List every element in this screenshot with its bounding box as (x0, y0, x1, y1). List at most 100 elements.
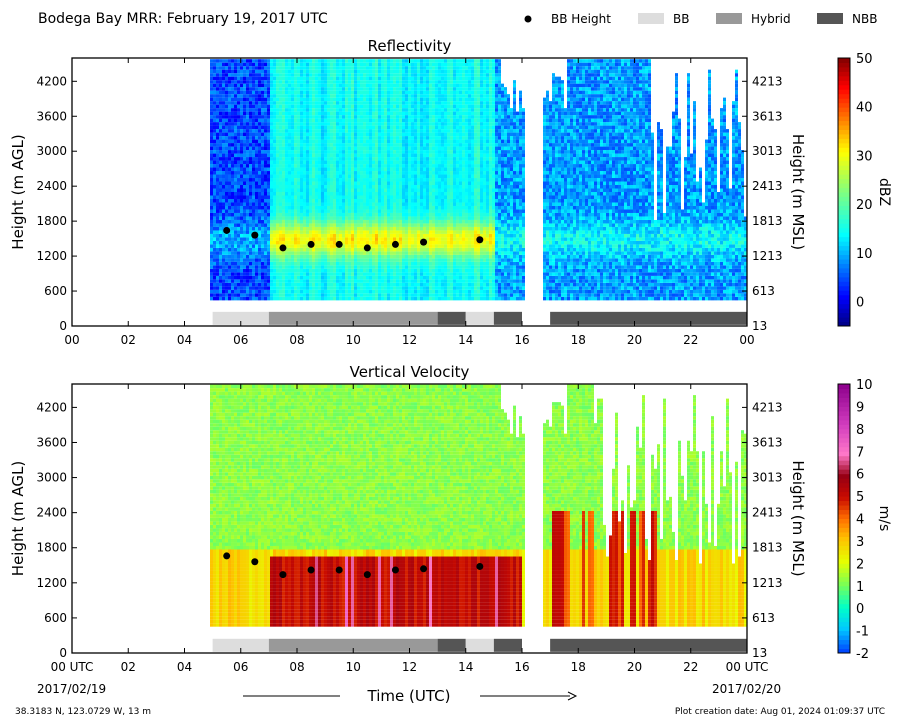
field-cell (252, 289, 255, 294)
field-cell (339, 104, 342, 109)
field-cell (297, 195, 300, 199)
field-cell (318, 205, 321, 210)
field-cell (327, 251, 330, 255)
field-cell (351, 254, 354, 259)
field-cell (402, 286, 405, 290)
field-cell (363, 226, 366, 231)
field-cell (369, 108, 372, 112)
field-cell (372, 111, 375, 116)
field-cell (402, 164, 405, 168)
field-cell (318, 268, 321, 273)
field-cell (219, 80, 222, 84)
field-cell (231, 219, 234, 224)
field-cell (213, 286, 216, 290)
field-cell (213, 129, 216, 133)
field-cell (363, 160, 366, 165)
field-cell (231, 87, 234, 91)
field-cell (216, 174, 219, 179)
field-cell (378, 202, 381, 206)
field-cell (264, 247, 267, 252)
field-cell (369, 188, 372, 192)
field-cell (423, 209, 426, 213)
field-cell (315, 202, 318, 206)
field-cell (348, 205, 351, 210)
field-cell (300, 143, 303, 147)
field-cell (288, 111, 291, 116)
field-cell (273, 122, 276, 126)
field-cell (306, 136, 309, 140)
field-cell (417, 226, 420, 231)
field-cell (255, 195, 258, 199)
field-cell (312, 223, 315, 227)
field-cell (405, 286, 408, 290)
field-cell (417, 143, 420, 147)
field-cell (381, 251, 384, 255)
field-cell (231, 202, 234, 206)
field-cell (237, 157, 240, 161)
field-cell (315, 178, 318, 182)
field-cell (282, 115, 285, 119)
field-cell (231, 118, 234, 123)
field-cell (282, 286, 285, 290)
field-cell (336, 258, 339, 262)
field-cell (372, 118, 375, 123)
field-cell (321, 272, 324, 276)
field-cell (243, 164, 246, 168)
field-cell (264, 80, 267, 84)
field-cell (240, 237, 243, 241)
field-cell (387, 104, 390, 109)
field-cell (249, 83, 252, 88)
field-cell (309, 97, 312, 102)
field-cell (384, 87, 387, 91)
field-cell (216, 286, 219, 290)
field-cell (408, 265, 411, 269)
field-cell (279, 174, 282, 179)
field-cell (216, 150, 219, 154)
field-cell (219, 198, 222, 203)
field-cell (222, 143, 225, 147)
field-cell (327, 108, 330, 112)
field-cell (243, 188, 246, 192)
field-cell (411, 244, 414, 248)
field-cell (240, 219, 243, 224)
field-cell (264, 160, 267, 165)
field-cell (315, 296, 318, 301)
field-cell (354, 205, 357, 210)
field-cell (381, 226, 384, 231)
field-cell (324, 226, 327, 231)
field-cell (381, 115, 384, 119)
field-cell (315, 62, 318, 67)
field-cell (285, 268, 288, 273)
field-cell (234, 118, 237, 123)
field-cell (417, 261, 420, 266)
field-cell (414, 272, 417, 276)
field-cell (315, 258, 318, 262)
field-cell (330, 125, 333, 130)
field-cell (417, 90, 420, 95)
field-cell (336, 212, 339, 217)
field-cell (273, 286, 276, 290)
field-cell (258, 289, 261, 294)
field-cell (213, 59, 216, 63)
field-cell (324, 167, 327, 172)
field-cell (390, 94, 393, 98)
field-cell (330, 240, 333, 245)
field-cell (267, 115, 270, 119)
field-cell (402, 73, 405, 77)
field-cell (288, 83, 291, 88)
field-cell (219, 251, 222, 255)
field-cell (378, 286, 381, 290)
field-cell (291, 233, 294, 238)
field-cell (282, 198, 285, 203)
field-cell (318, 240, 321, 245)
field-cell (375, 167, 378, 172)
field-cell (270, 118, 273, 123)
field-cell (255, 101, 258, 105)
field-cell (369, 115, 372, 119)
field-cell (285, 279, 288, 283)
field-cell (267, 174, 270, 179)
field-cell (300, 101, 303, 105)
field-cell (282, 289, 285, 294)
field-cell (408, 254, 411, 259)
field-cell (252, 118, 255, 123)
